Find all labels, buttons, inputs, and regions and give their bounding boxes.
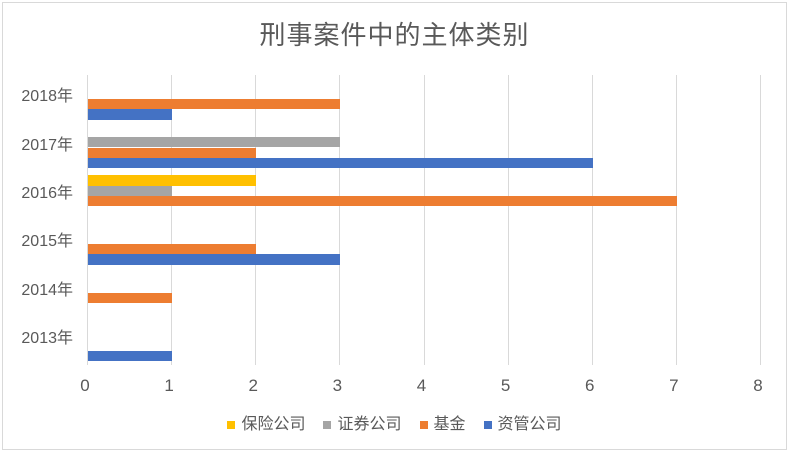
- x-axis-label-5: 5: [500, 376, 511, 395]
- bar-asset-management-2013: [88, 351, 173, 362]
- bar-insurance-company-2016: [88, 175, 257, 186]
- y-axis-label-2015: 2015年: [21, 233, 73, 251]
- legend-marker-securities-company: [323, 421, 332, 429]
- y-axis-label-2013: 2013年: [21, 329, 73, 347]
- x-axis-label-0: 0: [80, 376, 90, 395]
- legend-item-asset-management: 资管公司: [483, 415, 562, 435]
- gridline-x-0: [87, 75, 88, 365]
- bar-asset-management-2015: [88, 254, 341, 265]
- legend-item-fund: 基金: [419, 415, 466, 435]
- bar-fund-2015: [88, 244, 257, 255]
- y-axis-label-2016: 2016年: [21, 184, 73, 202]
- gridline-x-1: [171, 75, 173, 365]
- y-axis-label-2018: 2018年: [21, 88, 73, 106]
- legend: 保险公司 证券公司 基金 资管公司: [3, 415, 786, 435]
- gridline-x-7: [675, 75, 677, 365]
- x-axis-label-4: 4: [416, 376, 427, 395]
- x-axis-label-6: 6: [585, 376, 595, 395]
- bar-fund-2014: [88, 292, 173, 303]
- legend-label-insurance-company: 保险公司: [241, 416, 306, 433]
- legend-item-insurance-company: 保险公司: [227, 415, 305, 435]
- bar-securities-company-2017: [88, 137, 341, 148]
- bar-securities-company-2016: [88, 185, 173, 196]
- gridline-x-6: [591, 75, 593, 365]
- gridline-x-5: [507, 75, 509, 365]
- bar-asset-management-2017: [88, 157, 593, 168]
- legend-label-securities-company: 证券公司: [337, 416, 402, 433]
- legend-item-securities-company: 证券公司: [323, 415, 402, 435]
- plot-area: [87, 75, 761, 365]
- x-axis-label-3: 3: [332, 376, 343, 395]
- bar-fund-2018: [88, 99, 341, 110]
- legend-marker-fund: [419, 421, 428, 429]
- legend-label-asset-management: 资管公司: [497, 416, 562, 433]
- y-axis-label-2017: 2017年: [21, 136, 73, 154]
- gridline-x-8: [760, 75, 761, 365]
- bar-asset-management-2018: [88, 109, 173, 120]
- legend-marker-insurance-company: [227, 421, 236, 429]
- gridline-x-3: [339, 75, 341, 365]
- bar-fund-2017: [88, 147, 257, 158]
- x-axis-label-2: 2: [248, 376, 258, 395]
- y-axis-label-2014: 2014年: [21, 281, 73, 299]
- x-axis-label-1: 1: [164, 376, 174, 395]
- x-axis-label-8: 8: [753, 376, 763, 395]
- legend-marker-asset-management: [483, 421, 492, 429]
- bar-fund-2016: [88, 195, 677, 207]
- legend-label-fund: 基金: [433, 416, 466, 433]
- gridline-x-2: [255, 75, 257, 365]
- x-axis-label-7: 7: [669, 376, 679, 395]
- gridline-x-4: [423, 75, 425, 365]
- chart-title: 刑事案件中的主体类别: [259, 20, 530, 50]
